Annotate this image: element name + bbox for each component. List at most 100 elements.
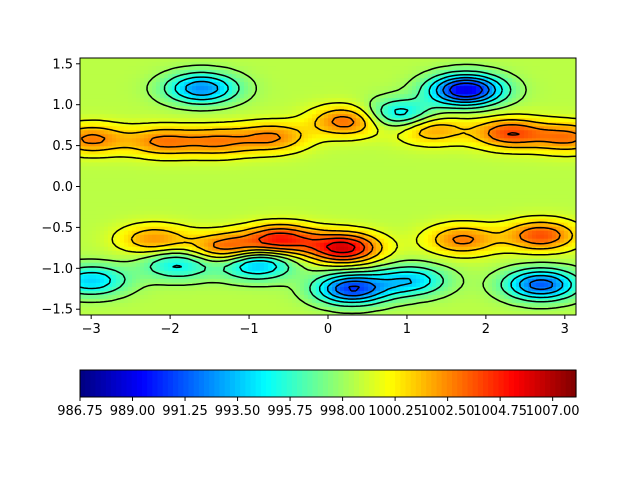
heatmap-cell <box>484 142 489 147</box>
heatmap-cell <box>372 58 377 63</box>
heatmap-cell <box>572 206 576 212</box>
heatmap-cell <box>228 174 233 180</box>
heatmap-cell <box>420 198 425 204</box>
heatmap-cell <box>96 178 101 184</box>
heatmap-cell <box>388 78 393 83</box>
heatmap-cell <box>296 170 301 176</box>
heatmap-cell <box>456 162 461 168</box>
heatmap-cell <box>104 134 109 139</box>
heatmap-cell <box>424 198 429 204</box>
heatmap-cell <box>264 70 269 75</box>
heatmap-cell <box>396 78 401 83</box>
heatmap-cell <box>344 182 349 188</box>
heatmap-cell <box>468 162 473 168</box>
heatmap-cell <box>340 150 345 155</box>
heatmap-cell <box>196 206 201 212</box>
heatmap-cell <box>292 90 297 95</box>
heatmap-cell <box>204 198 209 204</box>
heatmap-cell <box>504 154 509 159</box>
heatmap-cell <box>180 130 185 135</box>
heatmap-cell <box>416 86 421 91</box>
heatmap-cell <box>108 62 113 67</box>
heatmap-cell <box>364 74 369 79</box>
heatmap-cell <box>484 102 489 107</box>
heatmap-cell <box>240 194 245 200</box>
heatmap-cell <box>164 122 169 127</box>
heatmap-cell <box>452 66 457 71</box>
heatmap-cell <box>372 70 377 75</box>
heatmap-cell <box>320 134 325 139</box>
heatmap-cell <box>340 110 345 115</box>
heatmap-cell <box>484 182 489 188</box>
heatmap-cell <box>428 154 433 159</box>
heatmap-cell <box>116 82 121 87</box>
heatmap-cell <box>168 186 173 192</box>
heatmap-cell <box>308 190 313 196</box>
heatmap-cell <box>152 122 157 127</box>
heatmap-cell <box>192 190 197 196</box>
heatmap-cell <box>368 186 373 192</box>
heatmap-cell <box>456 122 461 127</box>
heatmap-cell <box>360 118 365 123</box>
heatmap-cell <box>220 102 225 107</box>
heatmap-cell <box>436 178 441 184</box>
heatmap-cell <box>112 126 117 131</box>
heatmap-cell <box>232 194 237 200</box>
heatmap-cell <box>572 82 576 87</box>
heatmap-cell <box>176 186 181 192</box>
heatmap-cell <box>116 202 121 208</box>
heatmap-cell <box>332 90 337 95</box>
heatmap-cell <box>280 98 285 103</box>
heatmap-cell <box>264 102 269 107</box>
heatmap-cell <box>248 166 253 172</box>
heatmap-cell <box>424 150 429 155</box>
heatmap-cell <box>212 162 217 168</box>
heatmap-cell <box>488 110 493 115</box>
heatmap-cell <box>448 138 453 143</box>
heatmap-cell <box>536 102 541 107</box>
heatmap-cell <box>216 146 221 151</box>
heatmap-cell <box>492 94 497 99</box>
heatmap-cell <box>284 118 289 123</box>
heatmap-cell <box>300 194 305 200</box>
heatmap-cell <box>304 130 309 135</box>
heatmap-cell <box>372 182 377 188</box>
heatmap-cell <box>132 174 137 180</box>
heatmap-cell <box>472 98 477 103</box>
heatmap-cell <box>340 178 345 184</box>
heatmap-cell <box>232 110 237 115</box>
heatmap-cell <box>168 214 173 220</box>
heatmap-cell <box>292 62 297 67</box>
heatmap-cell <box>416 114 421 119</box>
heatmap-cell <box>388 198 393 204</box>
heatmap-cell <box>88 74 93 79</box>
heatmap-cell <box>516 142 521 147</box>
heatmap-cell <box>432 94 437 99</box>
heatmap-cell <box>344 166 349 172</box>
heatmap-cell <box>316 210 321 216</box>
heatmap-cell <box>504 210 509 216</box>
heatmap-cell <box>312 110 317 115</box>
heatmap-cell <box>176 210 181 216</box>
heatmap-cell <box>176 170 181 176</box>
heatmap-cell <box>100 130 105 135</box>
heatmap-cell <box>348 162 353 168</box>
heatmap-cell <box>208 210 213 216</box>
heatmap-cell <box>520 122 525 127</box>
heatmap-cell <box>452 166 457 172</box>
heatmap-cell <box>252 134 257 139</box>
heatmap-cell <box>244 158 249 164</box>
heatmap-cell <box>404 78 409 83</box>
heatmap-cell <box>564 170 569 176</box>
heatmap-cell <box>384 194 389 200</box>
heatmap-cell <box>240 82 245 87</box>
heatmap-cell <box>468 66 473 71</box>
heatmap-cell <box>436 106 441 111</box>
heatmap-cell <box>100 182 105 188</box>
heatmap-cell <box>136 142 141 147</box>
heatmap-cell <box>300 102 305 107</box>
heatmap-cell <box>548 190 553 196</box>
heatmap-cell <box>88 86 93 91</box>
heatmap-cell <box>332 214 337 220</box>
heatmap-cell <box>132 122 137 127</box>
